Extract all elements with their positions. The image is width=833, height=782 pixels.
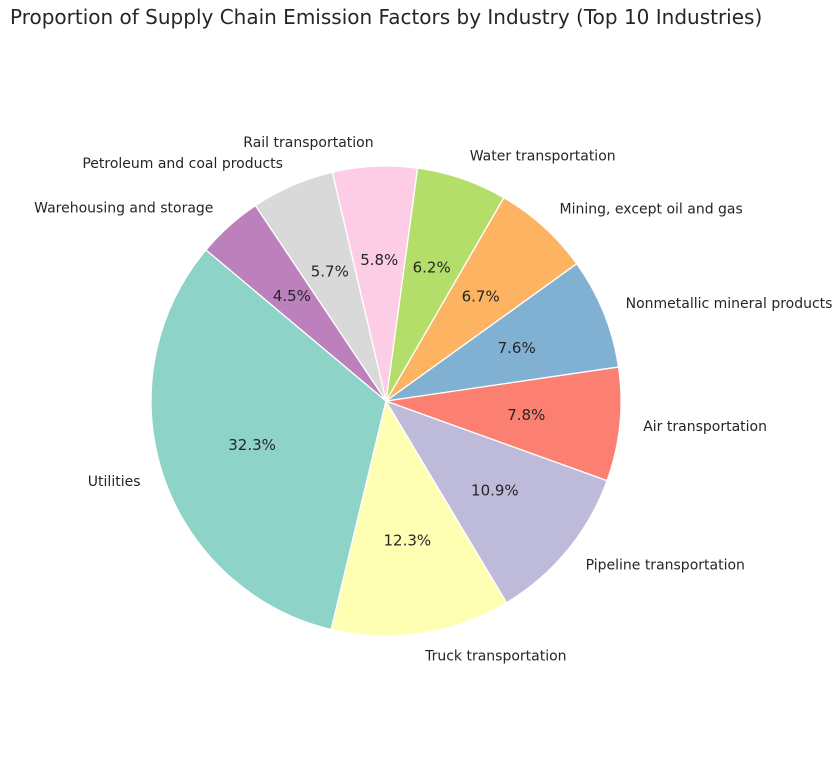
pie-percent-label: 6.7% bbox=[462, 287, 500, 305]
pie-percent-label: 7.6% bbox=[498, 339, 536, 357]
pie-percent-label: 5.8% bbox=[360, 251, 398, 269]
pie-slice-pipeline-transportation bbox=[385, 400, 608, 604]
pie-category-label: Utilities bbox=[88, 474, 141, 490]
pie-percent-label: 6.2% bbox=[413, 259, 451, 277]
pie-percent-label: 5.7% bbox=[311, 263, 349, 281]
pie-percent-label: 7.8% bbox=[507, 406, 545, 424]
pie-slice-air-transportation bbox=[385, 366, 622, 482]
pie-category-label: Truck transportation bbox=[424, 649, 566, 665]
pie-slice-nonmetallic-mineral-products bbox=[385, 263, 620, 402]
pie-category-label: Warehousing and storage bbox=[34, 201, 213, 217]
pie-percent-label: 4.5% bbox=[273, 287, 311, 305]
chart-title: Proportion of Supply Chain Emission Fact… bbox=[10, 5, 763, 29]
pie-percent-label: 10.9% bbox=[471, 482, 519, 500]
pie-category-label: Nonmetallic mineral products bbox=[626, 296, 833, 312]
pie-percent-label: 32.3% bbox=[228, 436, 276, 454]
pie-category-label: Pipeline transportation bbox=[586, 557, 745, 573]
pie-slice-warehousing-and-storage bbox=[205, 204, 387, 402]
pie-category-label: Mining, except oil and gas bbox=[560, 201, 743, 217]
pie-slice-utilities bbox=[150, 249, 387, 631]
pie-category-labels: Utilities Truck transportation Pipeline tr… bbox=[34, 135, 832, 665]
pie-percent-labels: 32.3% 12.3% 10.9% 7.8% 7.6% 6.7% 6.2% 5.8% 5.7%4… bbox=[228, 251, 545, 549]
pie-category-label: Rail transportation bbox=[243, 135, 373, 151]
pie-category-label: Water transportation bbox=[470, 148, 616, 164]
pie-category-label: Air transportation bbox=[643, 419, 767, 435]
pie-slice-truck-transportation bbox=[330, 400, 508, 637]
pie-percent-label: 12.3% bbox=[383, 531, 431, 549]
pie-slices bbox=[150, 165, 622, 637]
pie-category-label: Petroleum and coal products bbox=[82, 156, 283, 172]
